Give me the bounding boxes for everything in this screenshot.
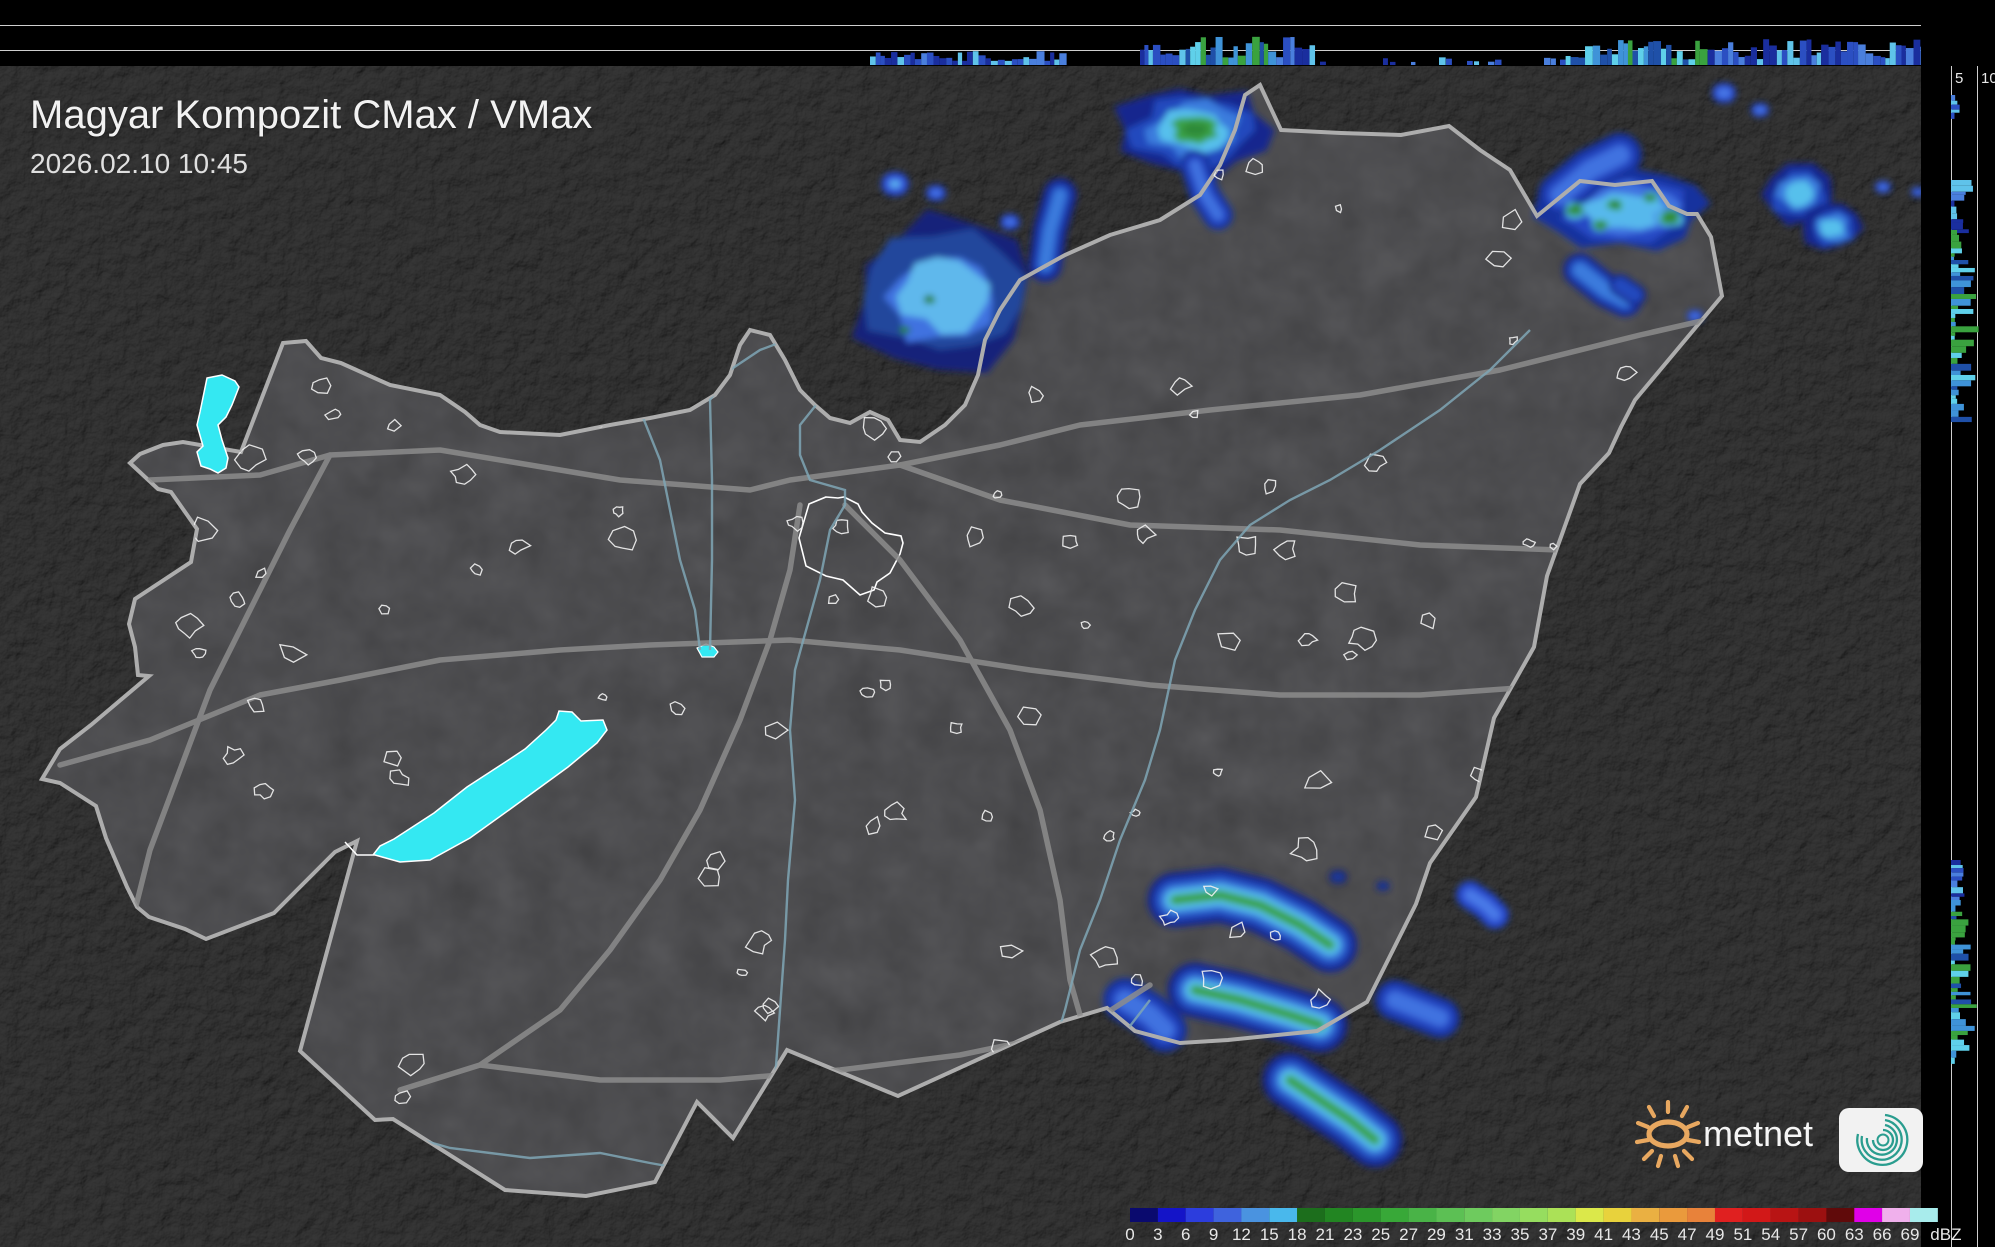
svg-text:27: 27	[1399, 1225, 1418, 1244]
svg-text:43: 43	[1622, 1225, 1641, 1244]
svg-text:31: 31	[1455, 1225, 1474, 1244]
svg-text:60: 60	[1817, 1225, 1836, 1244]
svg-text:0: 0	[1125, 1225, 1134, 1244]
svg-text:57: 57	[1789, 1225, 1808, 1244]
svg-text:54: 54	[1761, 1225, 1780, 1244]
svg-text:33: 33	[1483, 1225, 1502, 1244]
svg-text:15: 15	[1260, 1225, 1279, 1244]
svg-text:51: 51	[1733, 1225, 1752, 1244]
svg-text:45: 45	[1650, 1225, 1669, 1244]
svg-text:37: 37	[1538, 1225, 1557, 1244]
svg-text:dBZ: dBZ	[1930, 1225, 1961, 1244]
svg-text:18: 18	[1288, 1225, 1307, 1244]
svg-text:66: 66	[1873, 1225, 1892, 1244]
svg-text:21: 21	[1316, 1225, 1335, 1244]
svg-text:12: 12	[1232, 1225, 1251, 1244]
svg-text:3: 3	[1153, 1225, 1162, 1244]
svg-text:47: 47	[1678, 1225, 1697, 1244]
svg-text:metnet: metnet	[1703, 1113, 1813, 1154]
svg-text:9: 9	[1209, 1225, 1218, 1244]
svg-text:63: 63	[1845, 1225, 1864, 1244]
svg-text:29: 29	[1427, 1225, 1446, 1244]
svg-text:49: 49	[1706, 1225, 1725, 1244]
svg-text:25: 25	[1371, 1225, 1390, 1244]
svg-text:41: 41	[1594, 1225, 1613, 1244]
svg-text:69: 69	[1901, 1225, 1920, 1244]
svg-text:23: 23	[1343, 1225, 1362, 1244]
svg-text:39: 39	[1566, 1225, 1585, 1244]
svg-text:35: 35	[1511, 1225, 1530, 1244]
svg-text:6: 6	[1181, 1225, 1190, 1244]
